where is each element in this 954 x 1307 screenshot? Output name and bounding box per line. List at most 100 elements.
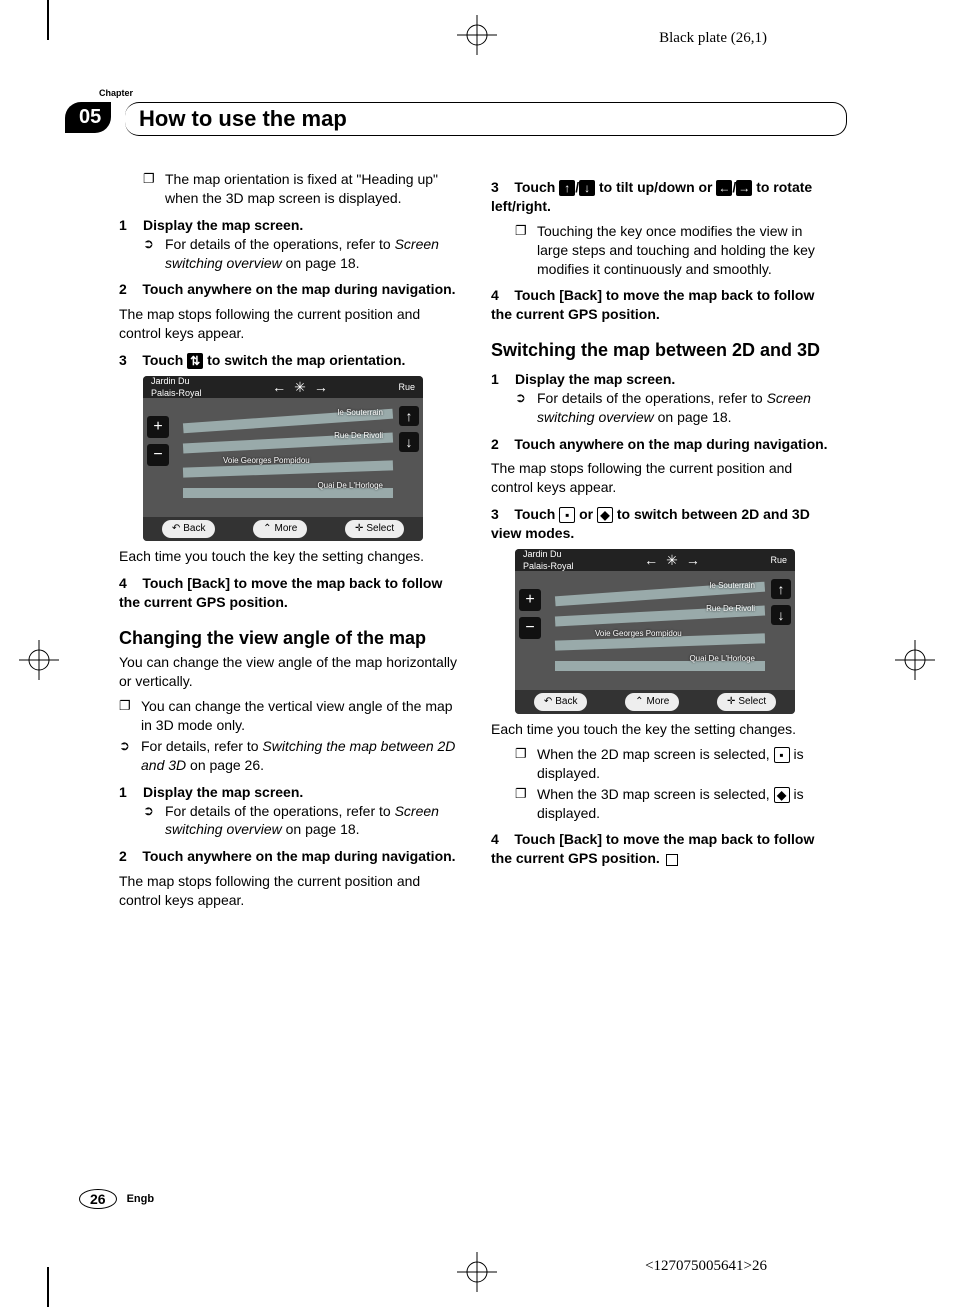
plate-label: Black plate (26,1) <box>659 30 767 47</box>
step-number: 3 <box>491 179 499 195</box>
map-place-label: Jardin Du Palais-Royal <box>151 376 202 399</box>
note-icon: ❐ <box>143 170 157 208</box>
right-column: 3 Touch ↑/↓ to tilt up/down or ←/→ to ro… <box>491 170 835 916</box>
zoom-in-icon: + <box>519 589 541 611</box>
step-number: 2 <box>491 436 499 452</box>
ref-text: For details of the operations, refer to … <box>537 389 835 427</box>
section-end-icon <box>666 854 678 866</box>
body-text: You can change the view angle of the map… <box>119 653 463 691</box>
page: Black plate (26,1) Chapter 05 How to use… <box>47 20 907 1287</box>
ref-icon: ➲ <box>515 389 529 427</box>
down-icon: ↓ <box>579 180 595 196</box>
registration-mark-icon <box>457 1252 497 1292</box>
note-text: You can change the vertical view angle o… <box>141 697 463 735</box>
ref-text: For details of the operations, refer to … <box>165 802 463 840</box>
figure-caption: Each time you touch the key the setting … <box>491 720 835 739</box>
registration-mark-icon <box>895 640 935 680</box>
registration-mark-icon <box>19 640 59 680</box>
compass-icon: ✳ <box>666 551 678 570</box>
step-text: Touch anywhere on the map during navigat… <box>142 281 455 297</box>
figure-caption: Each time you touch the key the setting … <box>119 547 463 566</box>
map-screenshot: Jardin Du Palais-Royal ← ✳ → Rue + − ↑ ↓ <box>515 549 795 714</box>
step-text: Touch [Back] to move the map back to fol… <box>119 575 442 610</box>
map-back-button: ↶Back <box>534 693 588 711</box>
chapter-title: How to use the map <box>139 106 832 132</box>
note-icon: ❐ <box>515 222 529 279</box>
map-select-button: ✛Select <box>717 693 776 711</box>
chapter-label: Chapter <box>99 88 133 98</box>
step-text: Display the map screen. <box>143 783 463 802</box>
ref-icon: ➲ <box>143 802 157 840</box>
left-icon: ← <box>716 180 732 196</box>
tilt-down-icon: ↓ <box>399 432 419 452</box>
page-footer: 26 Engb <box>79 1189 154 1209</box>
step-text: Touch anywhere on the map during navigat… <box>514 436 827 452</box>
note-icon: ❐ <box>515 745 529 783</box>
language-code: Engb <box>127 1193 155 1205</box>
compass-icon: ✳ <box>294 378 306 397</box>
orientation-icon: ⇅ <box>187 353 203 369</box>
step-text: Display the map screen. <box>515 370 835 389</box>
chapter-title-bar: How to use the map <box>125 102 847 136</box>
note-text: Touching the key once modifies the view … <box>537 222 835 279</box>
up-icon: ↑ <box>559 180 575 196</box>
tilt-down-icon: ↓ <box>771 605 791 625</box>
content-columns: ❐ The map orientation is fixed at "Headi… <box>119 170 835 916</box>
map-more-button: ⌃More <box>625 693 679 711</box>
section-heading: Changing the view angle of the map <box>119 628 463 650</box>
pan-right-icon: → <box>686 551 700 570</box>
chapter-number-badge: 05 <box>65 102 111 133</box>
document-code: <127075005641>26 <box>645 1258 767 1275</box>
ref-text: For details, refer to Switching the map … <box>141 737 463 775</box>
map-screenshot: Jardin Du Palais-Royal ← ✳ → Rue + − ↑ ↓ <box>143 376 423 541</box>
mode-3d-icon: ◆ <box>597 507 613 523</box>
note-text: When the 3D map screen is selected, ◆ is… <box>537 785 835 823</box>
step-number: 1 <box>119 783 133 802</box>
tilt-up-icon: ↑ <box>771 579 791 599</box>
left-column: ❐ The map orientation is fixed at "Headi… <box>119 170 463 916</box>
body-text: The map stops following the current posi… <box>119 872 463 910</box>
pan-right-icon: → <box>314 378 328 397</box>
street-label: Rue <box>770 554 787 566</box>
page-number: 26 <box>79 1189 117 1209</box>
note-text: The map orientation is fixed at "Heading… <box>165 170 463 208</box>
step-number: 1 <box>119 216 133 235</box>
map-more-button: ⌃More <box>253 520 307 538</box>
tilt-up-icon: ↑ <box>399 406 419 426</box>
step-text: Touch anywhere on the map during navigat… <box>142 848 455 864</box>
mode-2d-icon: ▪ <box>559 507 575 523</box>
map-select-button: ✛Select <box>345 520 404 538</box>
note-text: When the 2D map screen is selected, ▪ is… <box>537 745 835 783</box>
pan-left-icon: ← <box>272 378 286 397</box>
step-number: 2 <box>119 848 127 864</box>
zoom-out-icon: − <box>519 617 541 639</box>
step-number: 2 <box>119 281 127 297</box>
registration-mark-icon <box>457 15 497 55</box>
map-place-label: Jardin Du Palais-Royal <box>523 549 574 572</box>
step-number: 1 <box>491 370 505 389</box>
map-back-button: ↶Back <box>162 520 216 538</box>
section-heading: Switching the map between 2D and 3D <box>491 340 835 362</box>
zoom-in-icon: + <box>147 416 169 438</box>
zoom-out-icon: − <box>147 444 169 466</box>
right-icon: → <box>736 180 752 196</box>
ref-icon: ➲ <box>119 737 133 775</box>
mode-3d-icon: ◆ <box>774 787 790 803</box>
step-number: 3 <box>491 506 499 522</box>
body-text: The map stops following the current posi… <box>491 459 835 497</box>
pan-left-icon: ← <box>644 551 658 570</box>
step-number: 4 <box>119 575 127 591</box>
step-number: 3 <box>119 352 127 368</box>
note-icon: ❐ <box>515 785 529 823</box>
step-text: Touch [Back] to move the map back to fol… <box>491 831 814 866</box>
note-icon: ❐ <box>119 697 133 735</box>
ref-icon: ➲ <box>143 235 157 273</box>
body-text: The map stops following the current posi… <box>119 305 463 343</box>
step-text: Display the map screen. <box>143 216 463 235</box>
step-number: 4 <box>491 287 499 303</box>
mode-2d-icon: ▪ <box>774 747 790 763</box>
step-text: Touch [Back] to move the map back to fol… <box>491 287 814 322</box>
ref-text: For details of the operations, refer to … <box>165 235 463 273</box>
step-number: 4 <box>491 831 499 847</box>
street-label: Rue <box>398 381 415 393</box>
